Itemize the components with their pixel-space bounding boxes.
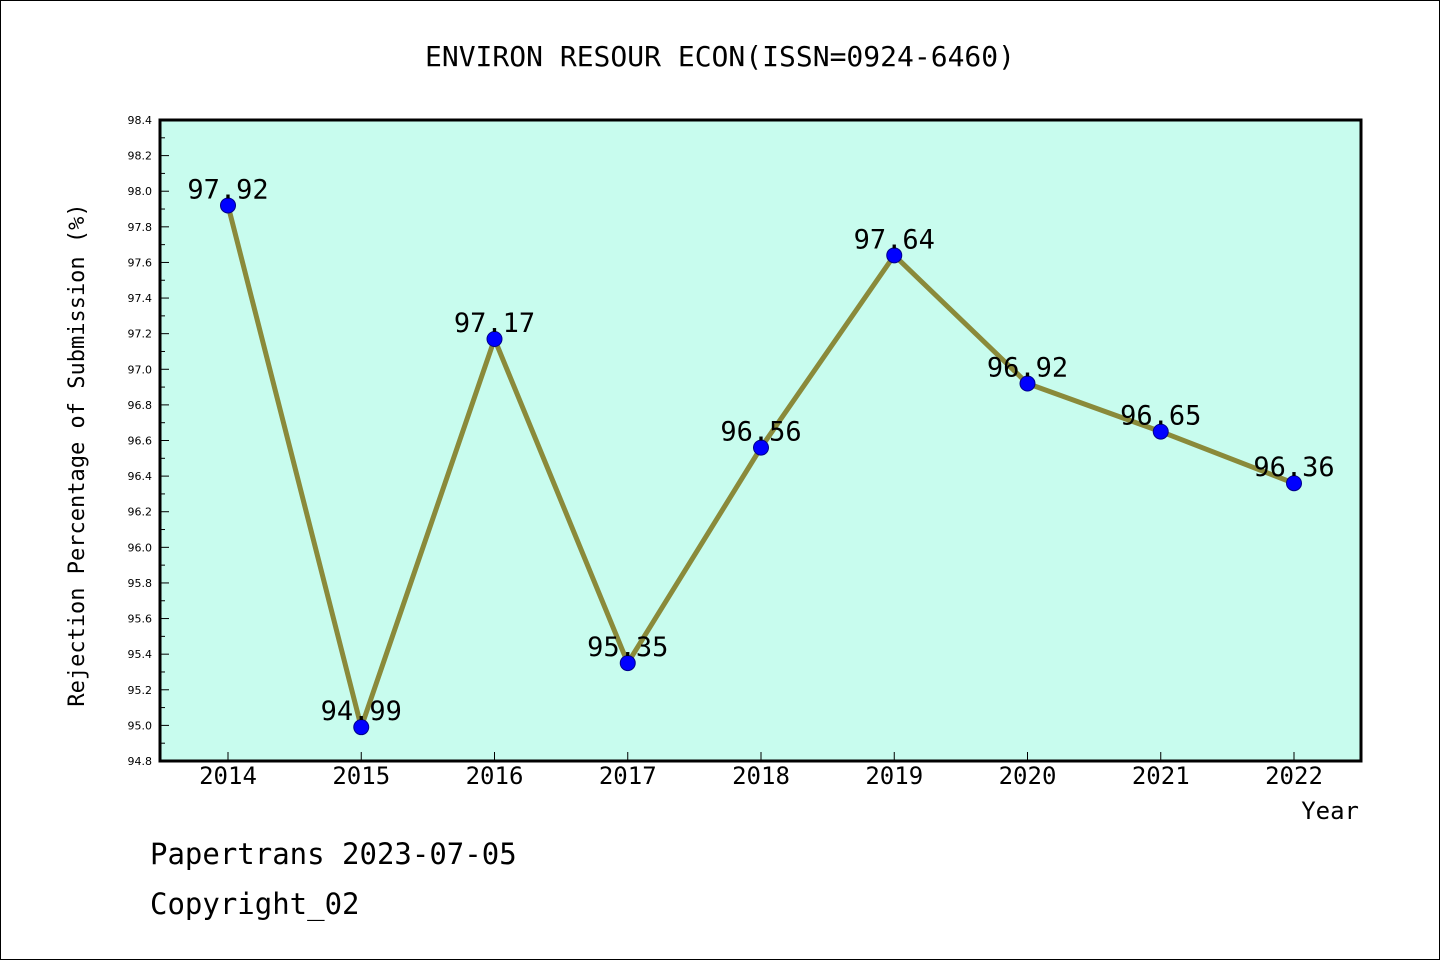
footer-copyright: Copyright_02 (150, 887, 360, 922)
data-label: 95.35 (587, 632, 668, 663)
footer-date: Papertrans 2023-07-05 (150, 837, 517, 871)
y-tick-label: 98.2 (128, 150, 153, 163)
data-point-marker (619, 655, 636, 672)
series-layer (220, 197, 1302, 736)
data-point-marker (1286, 475, 1302, 492)
x-tick-label: 2021 (1132, 762, 1190, 790)
y-tick-label: 95.2 (128, 684, 153, 697)
x-tick-label: 2017 (599, 762, 657, 790)
y-tick-label: 96.6 (128, 435, 153, 448)
y-axis-label: Rejection Percentage of Submission (%) (65, 203, 90, 706)
y-tick-label: 97.0 (128, 363, 153, 376)
y-tick-label: 96.8 (128, 399, 153, 412)
x-axis-label: Year (1301, 797, 1359, 825)
y-tick-label: 96.2 (128, 506, 153, 519)
y-tick-label: 94.8 (128, 755, 153, 768)
data-label: 96.92 (987, 353, 1068, 384)
data-point-marker (220, 197, 236, 214)
data-point-marker (753, 439, 769, 456)
y-tick-label: 97.2 (128, 328, 153, 341)
x-tick-label: 2018 (732, 762, 790, 790)
x-tick-label: 2014 (199, 762, 257, 790)
y-tick-label: 97.4 (128, 292, 153, 305)
y-tick-label: 95.0 (128, 719, 153, 732)
data-label: 96.56 (720, 417, 801, 448)
y-tick-label: 97.6 (128, 256, 153, 269)
data-point-marker (1152, 423, 1169, 440)
data-label: 94.99 (321, 696, 402, 727)
data-label-layer: 97.92 94.99 97.17 95.35 96.56 97.64 96.92 96.65… (187, 174, 1334, 727)
y-tick-label: 96.0 (128, 541, 153, 554)
data-label: 96.36 (1253, 452, 1334, 483)
x-tick-label: 2022 (1265, 762, 1323, 790)
data-label: 96.65 (1120, 401, 1201, 432)
y-tick-label: 95.6 (128, 613, 153, 626)
x-tick-label: 2019 (865, 762, 923, 790)
data-point-marker (353, 719, 370, 736)
data-point-marker (886, 247, 903, 264)
chart-title: ENVIRON RESOUR ECON(ISSN=0924-6460) (425, 40, 1015, 73)
x-tick-label: 2015 (332, 762, 390, 790)
y-axis-ticks: 94.8 95.0 95.2 95.4 95.6 95.8 96.0 96.2 96.4 96.6… (128, 114, 169, 768)
x-axis-ticks: 2014 2015 2016 2017 2018 2019 2020 2021 2022 (199, 752, 1323, 790)
x-tick-label: 2020 (999, 762, 1057, 790)
x-tick-label: 2016 (466, 762, 524, 790)
data-label: 97.17 (454, 308, 535, 339)
data-label: 97.92 (187, 174, 268, 205)
y-tick-label: 96.4 (128, 470, 153, 483)
y-tick-label: 98.4 (128, 114, 153, 127)
y-tick-label: 95.4 (128, 648, 153, 661)
y-tick-label: 98.0 (128, 185, 153, 198)
data-point-marker (486, 331, 503, 348)
data-label: 97.64 (854, 224, 935, 255)
y-tick-label: 95.8 (128, 577, 153, 590)
data-point-marker (1019, 375, 1036, 392)
y-tick-label: 97.8 (128, 221, 153, 234)
